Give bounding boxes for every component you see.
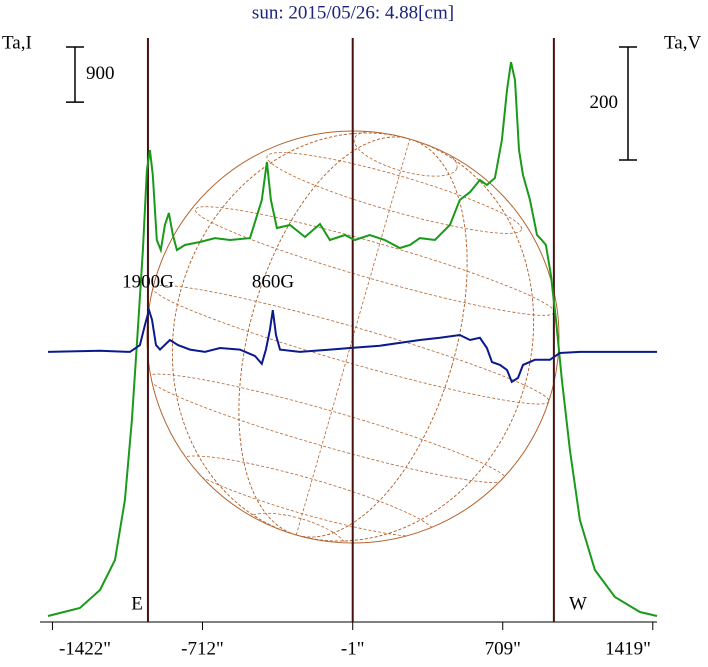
y-axis-label: Ta,I	[2, 32, 32, 53]
parallel	[353, 131, 458, 177]
parallel	[266, 152, 523, 234]
annotation: W	[569, 593, 587, 614]
x-tick-label: 1419"	[605, 638, 651, 659]
chart-title: sun: 2015/05/26: 4.88[cm]	[252, 2, 454, 23]
meridian	[238, 136, 468, 538]
scale-label: 900	[86, 63, 115, 84]
data-line	[47, 61, 658, 617]
x-tick-label: -1"	[341, 638, 365, 659]
data-line	[47, 306, 657, 384]
scale-label: 200	[590, 92, 619, 113]
annotation: 860G	[252, 271, 295, 292]
x-tick-label: 709"	[485, 638, 521, 659]
x-tick-label: -712"	[181, 638, 224, 659]
x-tick-label: -1422"	[59, 638, 111, 659]
y2-axis-label: Ta,V	[664, 32, 701, 53]
parallel	[244, 512, 348, 543]
annotation: E	[131, 593, 143, 614]
annotation: 1900G	[122, 271, 174, 292]
